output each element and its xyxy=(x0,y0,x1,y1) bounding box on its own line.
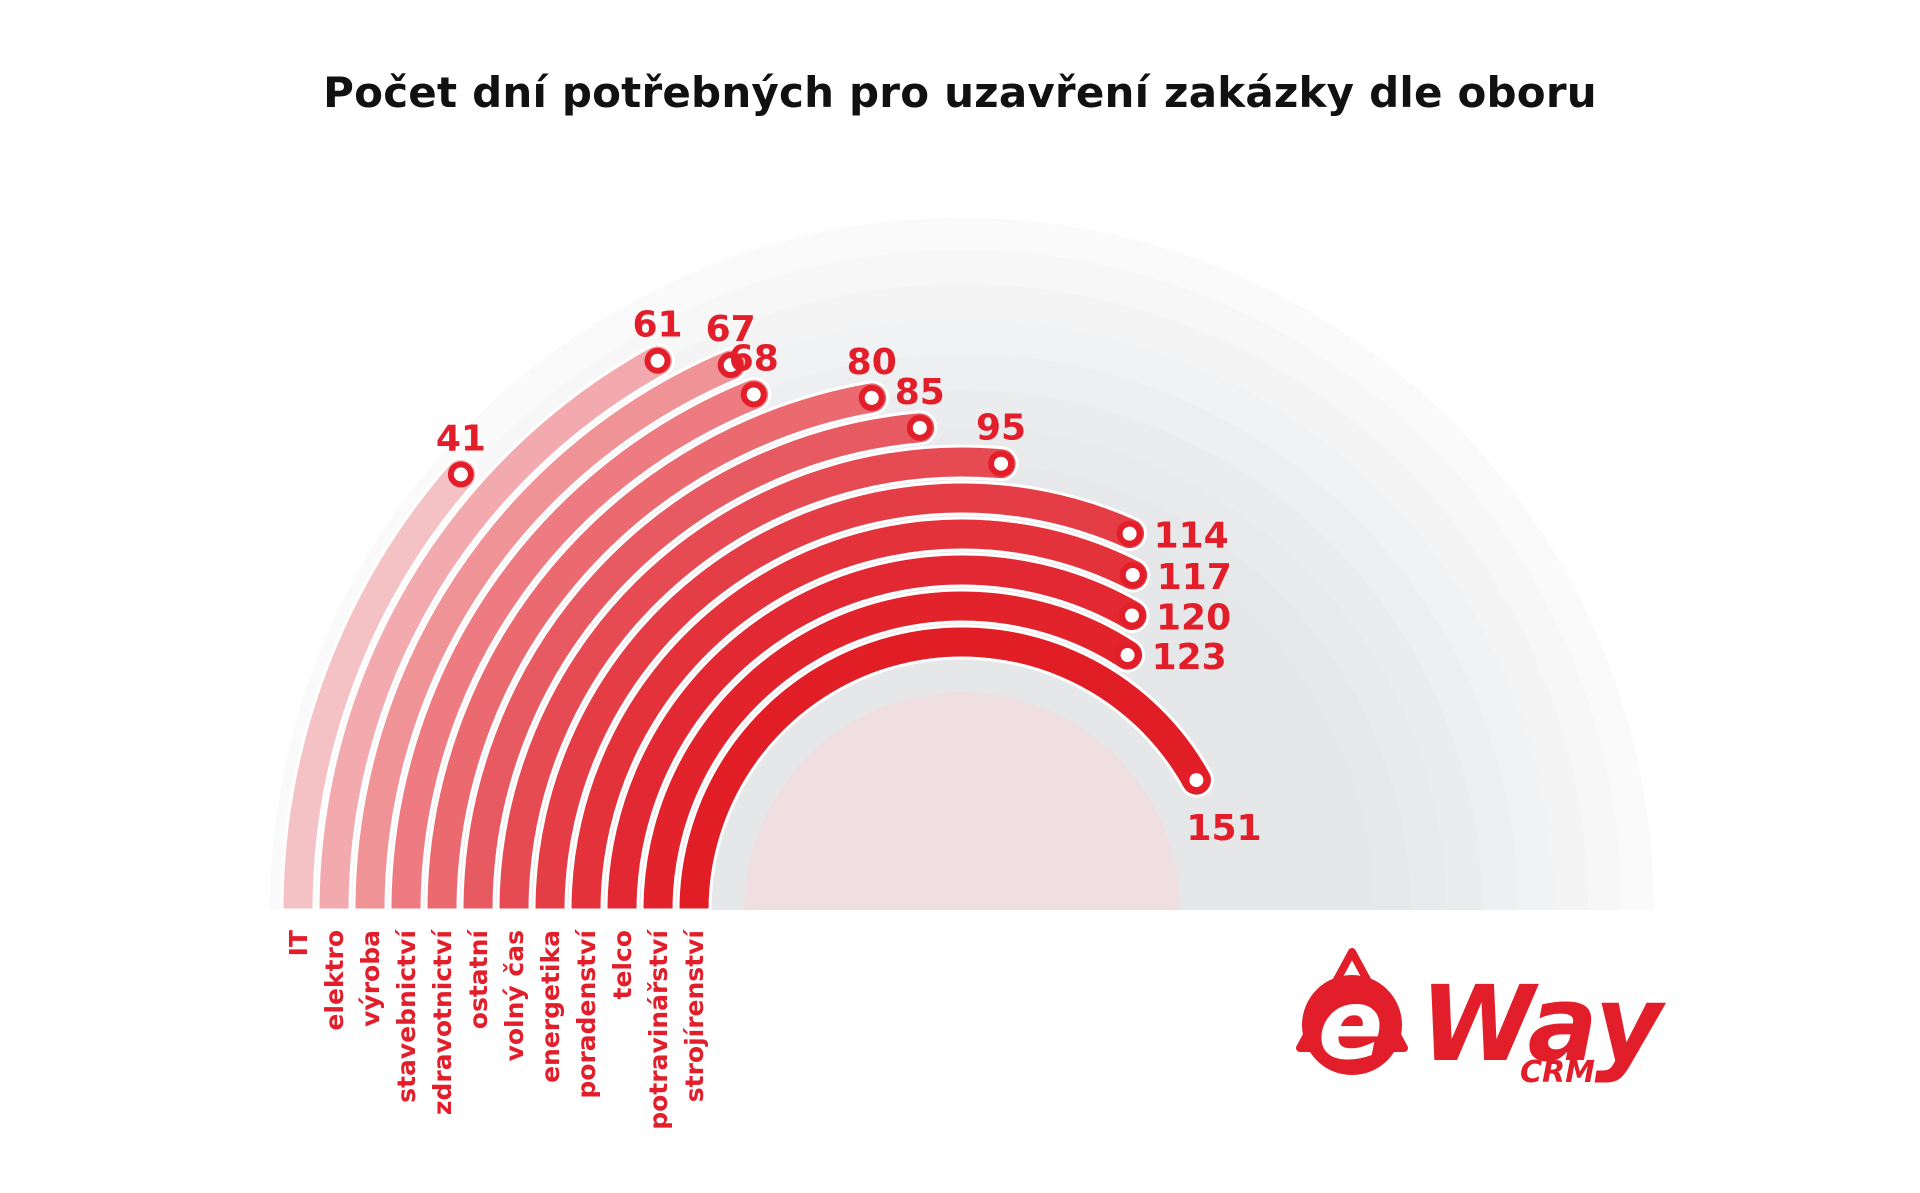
value-label: 80 xyxy=(847,342,897,383)
page-title: Počet dní potřebných pro uzavření zakázk… xyxy=(323,68,1597,117)
value-label: 123 xyxy=(1152,637,1227,678)
marker-strojírenství xyxy=(1183,767,1210,794)
bar-energetika xyxy=(532,480,1147,912)
marker-stavebnictví xyxy=(740,381,767,408)
value-label: 120 xyxy=(1156,598,1231,639)
category-label: elektro xyxy=(320,930,349,1031)
category-label: zdravotnictví xyxy=(428,929,457,1116)
bar-potravinářství xyxy=(640,588,1145,912)
value-label: 117 xyxy=(1157,557,1232,598)
value-label: 151 xyxy=(1186,808,1261,849)
value-label: 85 xyxy=(895,372,945,413)
marker-ostatní xyxy=(906,414,933,441)
bar-IT xyxy=(280,456,479,912)
category-label: energetika xyxy=(536,930,565,1083)
value-label: 41 xyxy=(436,418,486,459)
marker-poradenství xyxy=(1119,561,1146,588)
category-label: stavebnictví xyxy=(392,929,421,1103)
bar-strojírenství xyxy=(676,624,1214,912)
bar-volný čas xyxy=(496,444,1019,912)
marker-výroba xyxy=(717,352,744,379)
inner-disc xyxy=(744,692,1180,910)
category-label: IT xyxy=(284,930,313,956)
bar-telco xyxy=(604,552,1150,912)
category-label: výroba xyxy=(356,930,385,1027)
marker-energetika xyxy=(1116,520,1143,547)
bar-poradenství xyxy=(568,516,1150,912)
marker-zdravotnictví xyxy=(858,384,885,411)
value-label: 61 xyxy=(632,305,682,346)
value-label: 68 xyxy=(729,338,779,379)
bar-ostatní xyxy=(460,410,938,912)
category-label: poradenství xyxy=(572,929,601,1099)
logo-circle xyxy=(1302,975,1402,1075)
bar-elektro xyxy=(316,343,675,912)
category-label: strojírenství xyxy=(680,929,709,1103)
bar-zdravotnictví xyxy=(424,380,890,912)
marker-volný čas xyxy=(988,450,1015,477)
value-label: 95 xyxy=(976,408,1026,449)
category-label: potravinářství xyxy=(644,929,673,1130)
end-markers xyxy=(447,347,1210,794)
marker-potravinářství xyxy=(1114,642,1141,669)
marker-telco xyxy=(1119,602,1145,629)
logo-e: e xyxy=(1318,969,1383,1081)
category-label: telco xyxy=(608,930,637,999)
bar-výroba xyxy=(352,347,749,912)
logo-way: Way xyxy=(1420,963,1667,1085)
marker-elektro xyxy=(644,347,671,374)
category-label: ostatní xyxy=(464,929,493,1030)
eway-crm-logo: e Way CRM xyxy=(1296,948,1667,1090)
value-label: 114 xyxy=(1154,516,1229,557)
logo-crm: CRM xyxy=(1520,1055,1595,1090)
bar-stavebnictví xyxy=(388,377,772,912)
category-labels: IT elektro výroba stavebnictví zdravotnictví… xyxy=(284,929,709,1130)
bars xyxy=(280,343,1214,912)
category-label: volný čas xyxy=(500,930,529,1061)
marker-IT xyxy=(447,461,474,488)
value-label: 67 xyxy=(706,309,756,350)
